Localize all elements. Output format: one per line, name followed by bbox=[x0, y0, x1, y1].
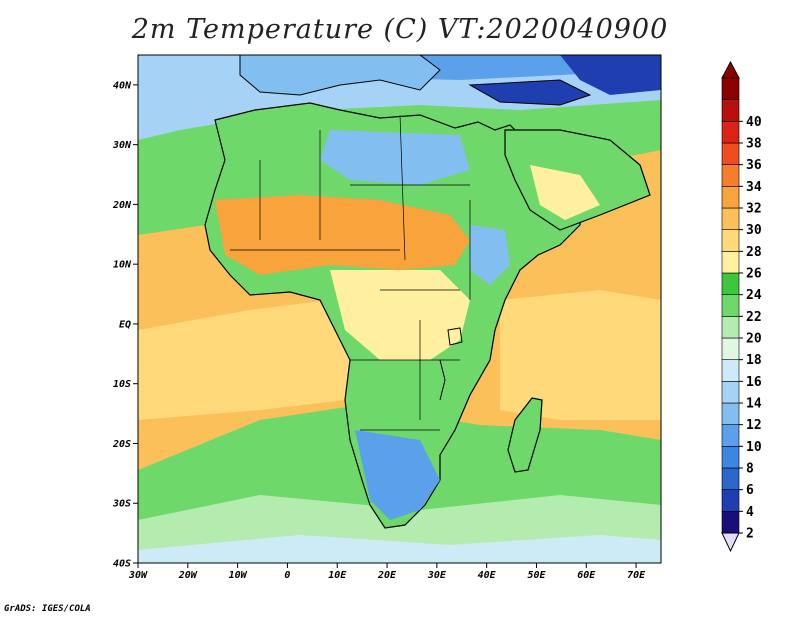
lon-tick-label: 20W bbox=[178, 570, 198, 581]
sahel-hot-zone bbox=[215, 195, 470, 275]
colorbar-swatch bbox=[721, 164, 740, 187]
lakes bbox=[439, 327, 463, 401]
colorbar-swatch bbox=[721, 207, 740, 230]
colorbar-level-label: 18 bbox=[746, 353, 762, 368]
colorbar-under-arrow bbox=[721, 532, 740, 553]
arabia-warm-zone bbox=[530, 165, 600, 220]
colorbar-level-label: 38 bbox=[746, 137, 762, 152]
map-area bbox=[138, 55, 661, 563]
colorbar-swatch bbox=[721, 229, 740, 252]
colorbar-level-label: 4 bbox=[746, 505, 754, 520]
colorbar-level-label: 34 bbox=[746, 180, 762, 195]
colorbar-level-label: 2 bbox=[746, 527, 754, 542]
map-title: 2m Temperature (C) VT:2020040900 bbox=[131, 14, 669, 45]
lat-tick-label: 40N bbox=[113, 80, 132, 91]
map-frame bbox=[137, 54, 662, 564]
colorbar-level-label: 14 bbox=[746, 397, 762, 412]
lon-tick-label: 10E bbox=[328, 570, 347, 581]
colorbar-swatch bbox=[721, 489, 740, 512]
colorbar-level-label: 24 bbox=[746, 288, 762, 303]
colorbar-swatch bbox=[721, 467, 740, 490]
central-warm-zone bbox=[330, 270, 470, 360]
colorbar-swatch bbox=[721, 402, 740, 425]
lat-tick-label: 30S bbox=[112, 499, 131, 510]
colorbar-swatch bbox=[721, 294, 740, 317]
colorbar-swatch bbox=[721, 99, 740, 122]
madagascar bbox=[507, 397, 543, 473]
latitude-axis: 40N 30N 20N 10N EQ 10S 20S 30S 40S bbox=[112, 80, 138, 570]
lon-tick-label: 60E bbox=[577, 570, 596, 581]
colorbar-level-label: 6 bbox=[746, 483, 754, 498]
lat-tick-label: EQ bbox=[119, 319, 131, 330]
lat-tick-label: 10S bbox=[113, 379, 131, 390]
colorbar-swatch bbox=[721, 381, 740, 404]
turkey-land bbox=[468, 79, 592, 106]
lat-tick-label: 20S bbox=[112, 439, 131, 450]
lon-tick-label: 30E bbox=[427, 570, 447, 581]
colorbar-level-label: 20 bbox=[746, 332, 762, 347]
colorbar-swatch bbox=[721, 424, 740, 447]
colorbar-swatch bbox=[721, 511, 740, 534]
grads-credit: GrADS: IGES/COLA bbox=[4, 604, 91, 614]
band-tropical-atlantic bbox=[138, 300, 360, 420]
ethiopia-highlands bbox=[470, 225, 510, 285]
colorbar-level-label: 12 bbox=[746, 418, 762, 433]
colorbar-swatch bbox=[721, 446, 740, 469]
colorbar-swatch bbox=[721, 121, 740, 144]
lat-tick-label: 10N bbox=[113, 260, 132, 271]
colorbar-swatch bbox=[721, 337, 740, 360]
colorbar-swatch bbox=[721, 272, 740, 295]
colorbar-level-label: 36 bbox=[746, 158, 762, 173]
sahara-cool-zone bbox=[320, 130, 470, 185]
lon-tick-label: 20E bbox=[377, 570, 397, 581]
colorbar-level-label: 28 bbox=[746, 245, 762, 260]
lon-tick-label: 50E bbox=[527, 570, 546, 581]
colorbar-level-label: 30 bbox=[746, 223, 762, 238]
lat-tick-label: 30N bbox=[112, 140, 132, 151]
europe-land bbox=[239, 55, 441, 96]
colorbar-swatch bbox=[721, 359, 740, 382]
colorbar-swatch bbox=[721, 316, 740, 339]
band-indian-ocean bbox=[500, 290, 661, 420]
band-turkey-cold bbox=[560, 55, 661, 95]
lon-tick-label: 0 bbox=[284, 570, 290, 581]
lon-tick-label: 10W bbox=[229, 570, 248, 581]
lon-tick-label: 70E bbox=[627, 570, 646, 581]
colorbar-level-label: 8 bbox=[746, 462, 754, 477]
lat-tick-label: 20N bbox=[112, 200, 132, 211]
colorbar-level-label: 10 bbox=[746, 440, 762, 455]
lon-tick-label: 30W bbox=[128, 570, 148, 581]
colorbar-swatch bbox=[721, 251, 740, 274]
colorbar-swatch bbox=[721, 142, 740, 165]
southern-africa-cool bbox=[355, 430, 440, 520]
band-south-coldest bbox=[138, 535, 661, 563]
colorbar-level-label: 32 bbox=[746, 202, 762, 217]
colorbar-level-label: 16 bbox=[746, 375, 762, 390]
lon-tick-label: 40E bbox=[478, 570, 497, 581]
colorbar-level-label: 26 bbox=[746, 267, 762, 282]
colorbar-level-label: 40 bbox=[746, 115, 762, 130]
longitude-axis: 30W 20W 10W 0 10E 20E 30E 40E 50E 60E 70E bbox=[128, 563, 646, 581]
colorbar-over-arrow bbox=[721, 60, 740, 79]
colorbar-swatch bbox=[721, 77, 740, 100]
colorbar-level-label: 22 bbox=[746, 310, 762, 325]
lat-tick-label: 40S bbox=[113, 559, 131, 570]
colorbar-swatch bbox=[721, 186, 740, 209]
country-borders bbox=[230, 114, 471, 431]
